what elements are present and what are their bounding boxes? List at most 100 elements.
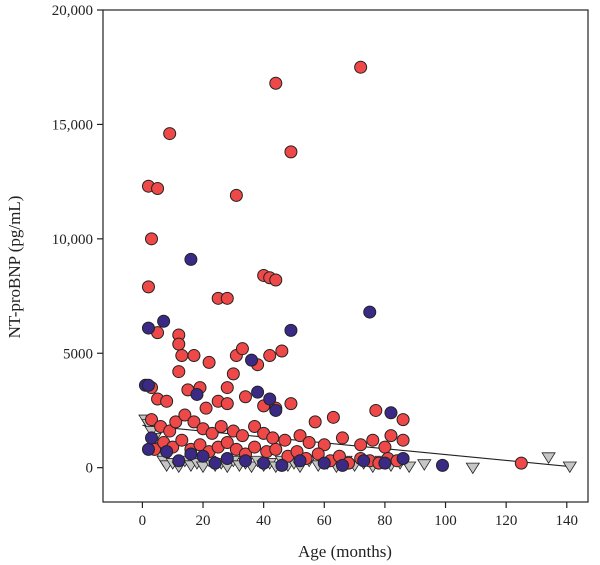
- data-point-circle: [366, 433, 380, 447]
- plot-frame: [102, 9, 589, 503]
- data-point-circle: [202, 355, 216, 369]
- data-point-circle: [141, 280, 155, 294]
- data-point-circle: [220, 397, 234, 411]
- data-point-circle: [190, 387, 204, 401]
- data-point-circle: [175, 349, 189, 363]
- data-point-triangle: [541, 452, 556, 464]
- y-tick-label: 10,000: [52, 232, 93, 248]
- data-point-circle: [363, 305, 377, 319]
- data-point-circle: [157, 314, 171, 328]
- plot-area: [102, 9, 589, 503]
- data-point-circle: [257, 456, 271, 470]
- x-tick-label: 80: [377, 513, 392, 529]
- data-point-circle: [187, 415, 201, 429]
- data-point-circle: [284, 145, 298, 159]
- data-point-circle: [266, 431, 280, 445]
- data-point-circle: [369, 403, 383, 417]
- data-point-circle: [275, 458, 289, 472]
- data-point-circle: [269, 76, 283, 90]
- data-point-circle: [199, 401, 213, 415]
- data-point-circle: [163, 424, 177, 438]
- data-point-circle: [245, 353, 259, 367]
- axes-layer: 0 20 40 60 80 100 120 140 0 5000 10,000 15,000 20,00…: [52, 3, 578, 529]
- data-point-circle: [269, 442, 283, 456]
- y-tick-label: 0: [86, 461, 94, 477]
- data-point-circle: [145, 431, 158, 445]
- data-point-circle: [145, 413, 158, 427]
- data-point-circle: [302, 436, 316, 450]
- data-point-circle: [378, 456, 392, 470]
- data-point-circle: [220, 381, 234, 395]
- x-tick-label: 0: [139, 513, 147, 529]
- data-point-circle: [335, 431, 349, 445]
- data-point-circle: [317, 456, 331, 470]
- data-point-triangle: [401, 461, 417, 474]
- data-point-circle: [141, 378, 155, 392]
- data-point-circle: [275, 344, 289, 358]
- data-point-circle: [141, 442, 155, 456]
- data-points-layer: [138, 60, 578, 475]
- data-point-circle: [229, 188, 243, 202]
- data-point-circle: [187, 349, 201, 363]
- data-point-circle: [235, 429, 249, 443]
- data-point-circle: [220, 291, 234, 305]
- data-point-circle: [160, 445, 174, 459]
- data-point-circle: [311, 447, 325, 461]
- y-tick-label: 5000: [63, 346, 93, 362]
- data-point-circle: [151, 181, 165, 195]
- data-point-circle: [205, 426, 219, 440]
- data-point-circle: [196, 449, 210, 463]
- data-point-circle: [326, 410, 340, 424]
- data-point-circle: [284, 323, 298, 337]
- data-point-circle: [175, 433, 189, 447]
- data-point-circle: [278, 433, 292, 447]
- y-tick-label: 15,000: [52, 117, 93, 133]
- data-point-circle: [178, 408, 192, 422]
- data-point-circle: [226, 367, 240, 381]
- data-point-circle: [357, 454, 371, 468]
- x-tick-label: 40: [256, 513, 271, 529]
- data-point-circle: [220, 436, 234, 450]
- data-point-circle: [396, 413, 410, 427]
- data-point-triangle: [465, 462, 481, 475]
- data-point-circle: [378, 440, 392, 454]
- data-point-circle: [184, 252, 198, 266]
- data-point-circle: [308, 415, 322, 429]
- data-point-circle: [172, 365, 186, 379]
- y-tick-label: 20,000: [52, 3, 93, 19]
- x-tick-label: 60: [317, 513, 332, 529]
- data-point-triangle: [562, 461, 578, 474]
- data-point-circle: [335, 458, 349, 472]
- data-point-circle: [248, 440, 262, 454]
- data-point-circle: [514, 456, 528, 470]
- x-tick-label: 120: [495, 513, 518, 529]
- data-point-circle: [263, 349, 277, 363]
- data-point-circle: [235, 342, 249, 356]
- data-point-circle: [396, 452, 410, 466]
- data-point-circle: [141, 321, 155, 335]
- data-point-circle: [269, 273, 283, 287]
- data-point-circle: [396, 433, 410, 447]
- data-point-circle: [238, 390, 252, 404]
- data-point-circle: [208, 456, 222, 470]
- data-point-circle: [160, 394, 174, 408]
- data-point-triangle: [417, 459, 432, 471]
- data-point-circle: [248, 419, 262, 433]
- data-point-circle: [284, 397, 298, 411]
- data-point-circle: [238, 454, 252, 468]
- data-point-circle: [220, 452, 234, 466]
- data-point-circle: [145, 232, 158, 246]
- y-axis-title: NT-proBNP (pg/mL): [5, 196, 24, 339]
- data-point-circle: [214, 419, 228, 433]
- data-point-circle: [184, 447, 198, 461]
- data-point-circle: [163, 127, 177, 141]
- data-point-circle: [293, 454, 307, 468]
- data-point-circle: [354, 438, 368, 452]
- data-point-circle: [436, 458, 449, 472]
- x-tick-label: 140: [556, 513, 579, 529]
- data-point-circle: [293, 429, 307, 443]
- x-axis-title: Age (months): [298, 542, 392, 561]
- data-point-circle: [172, 337, 186, 351]
- data-point-circle: [172, 454, 186, 468]
